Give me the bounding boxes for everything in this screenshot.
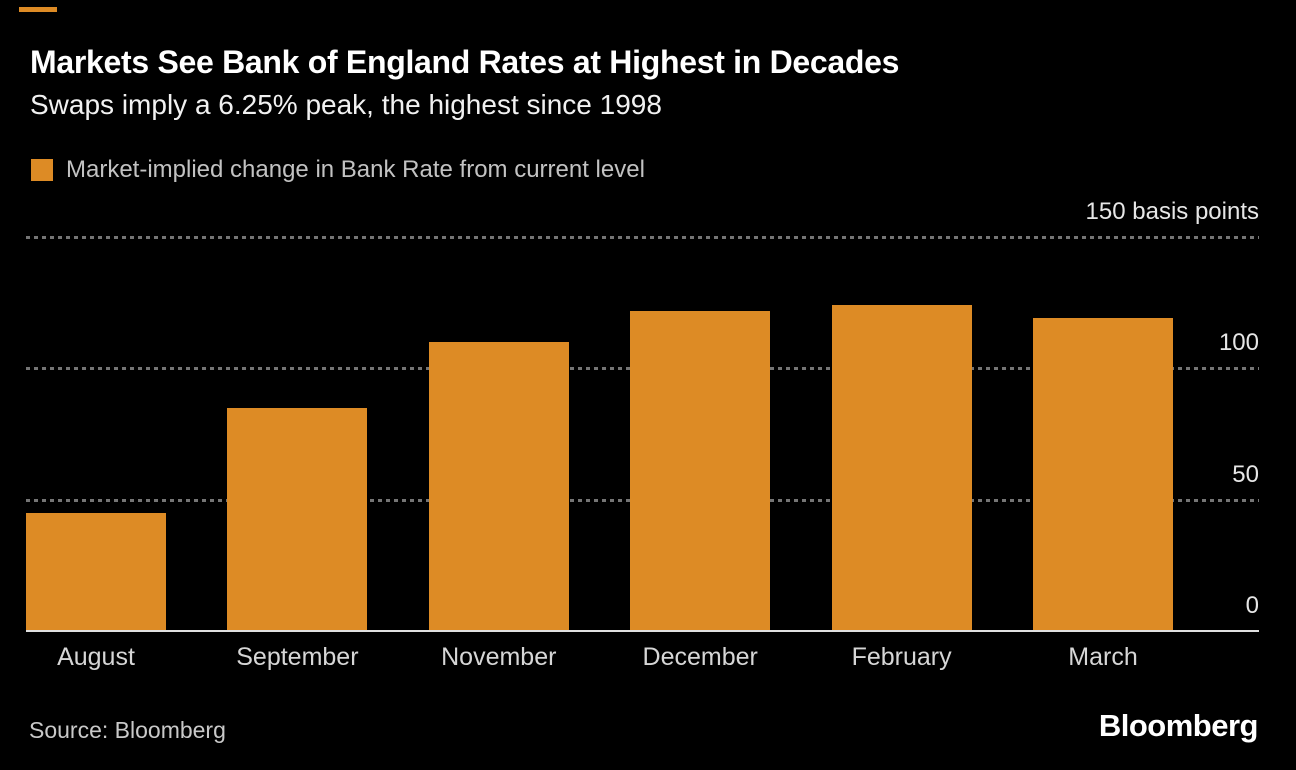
x-axis-baseline: [26, 630, 1259, 632]
x-tick-label-march: March: [1068, 643, 1138, 671]
source-attribution: Source: Bloomberg: [29, 717, 226, 743]
x-tick-label-september: September: [236, 643, 359, 671]
x-tick-label-august: August: [57, 643, 135, 671]
bloomberg-logo: Bloomberg: [1098, 708, 1259, 743]
chart-subtitle: Swaps imply a 6.25% peak, the highest si…: [30, 89, 662, 120]
bar-november: [428, 342, 569, 631]
bar-september: [227, 407, 368, 631]
bar-august: [26, 512, 166, 631]
legend-swatch-icon: [31, 159, 53, 181]
bar-december: [630, 310, 771, 631]
legend-label: Market-implied change in Bank Rate from …: [66, 156, 645, 183]
y-tick-label-50: 50: [1232, 460, 1259, 488]
legend: Market-implied change in Bank Rate from …: [31, 156, 645, 184]
brand-accent-dash: [19, 7, 57, 12]
bar-february: [831, 305, 972, 631]
x-tick-label-february: February: [851, 643, 952, 671]
gridline-150: [26, 236, 1259, 239]
y-tick-label-150: 150 basis points: [1085, 198, 1259, 225]
x-tick-label-december: December: [642, 643, 758, 671]
y-tick-label-0: 0: [1245, 592, 1259, 619]
bar-march: [1033, 318, 1173, 631]
y-tick-label-100: 100: [1218, 329, 1259, 357]
x-tick-label-november: November: [441, 643, 557, 671]
chart-title: Markets See Bank of England Rates at Hig…: [30, 44, 900, 80]
